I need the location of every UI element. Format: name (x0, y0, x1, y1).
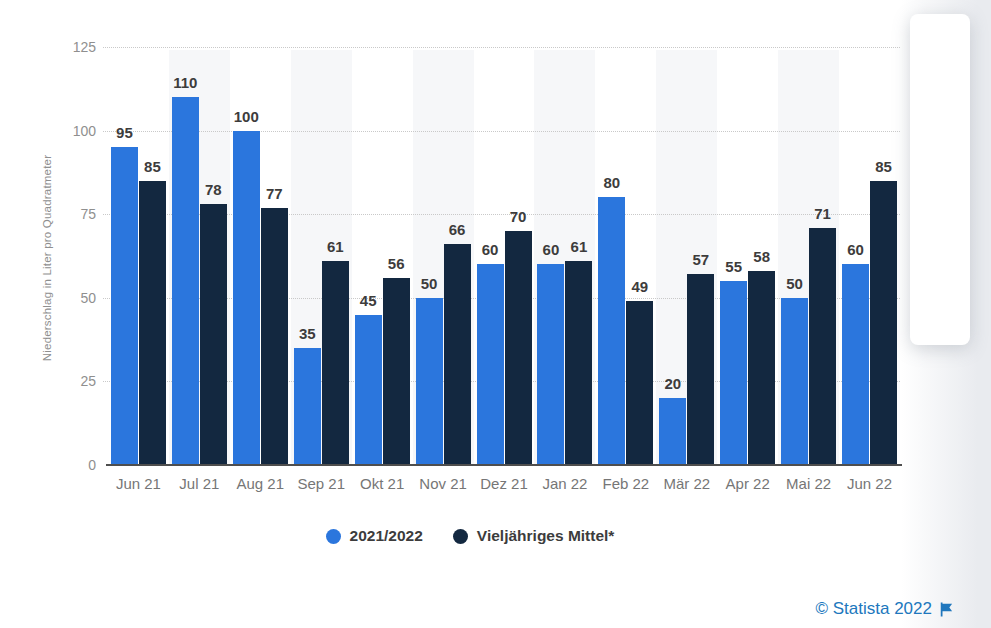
legend-dot-icon (326, 529, 341, 544)
bar-2021/2022-Feb 22[interactable] (598, 197, 625, 465)
x-axis-line (106, 464, 902, 466)
bar-value-label: 49 (616, 278, 664, 295)
statista-copyright[interactable]: © Statista 2022 (816, 599, 954, 619)
bar-2021/2022-Jan 22[interactable] (537, 264, 564, 465)
y-tick-label: 75 (56, 206, 96, 222)
bar-value-label: 80 (588, 174, 636, 191)
bar-Vieljähriges Mittel*-Apr 22[interactable] (748, 271, 775, 465)
gridline-100 (103, 131, 900, 132)
bar-value-label: 100 (222, 108, 270, 125)
bar-value-label: 70 (494, 208, 542, 225)
bar-value-label: 77 (250, 185, 298, 202)
bar-2021/2022-Sep 21[interactable] (294, 348, 321, 465)
chart-page: 0255075100125 95851107810077356145565066… (0, 0, 991, 628)
y-axis-title: Niederschlag in Liter pro Quadratmeter (41, 98, 57, 418)
legend-label: 2021/2022 (350, 527, 423, 545)
y-tick-label: 25 (56, 373, 96, 389)
legend-item-2021-2022[interactable]: 2021/2022 (326, 527, 423, 545)
bar-2021/2022-Jul 21[interactable] (172, 97, 199, 465)
bar-2021/2022-Nov 21[interactable] (416, 298, 443, 465)
bar-2021/2022-Mai 22[interactable] (781, 298, 808, 465)
bar-2021/2022-Jun 21[interactable] (111, 147, 138, 465)
bar-value-label: 58 (738, 248, 786, 265)
bar-Vieljähriges Mittel*-Nov 21[interactable] (444, 244, 471, 465)
bar-Vieljähriges Mittel*-Dez 21[interactable] (505, 231, 532, 465)
bar-value-label: 85 (128, 158, 176, 175)
y-tick-label: 50 (56, 290, 96, 306)
legend: 2021/2022 Vieljähriges Mittel* (0, 527, 940, 545)
bar-2021/2022-Okt 21[interactable] (355, 315, 382, 465)
bar-2021/2022-Jun 22[interactable] (842, 264, 869, 465)
y-tick-label: 100 (56, 123, 96, 139)
statista-flag-icon[interactable] (939, 602, 953, 617)
legend-item-vieljaehriges-mittel[interactable]: Vieljähriges Mittel* (453, 527, 615, 545)
bar-Vieljähriges Mittel*-Jul 21[interactable] (200, 204, 227, 465)
bar-value-label: 110 (161, 74, 209, 91)
bar-2021/2022-Aug 21[interactable] (233, 131, 260, 465)
bar-value-label: 95 (100, 124, 148, 141)
bar-value-label: 85 (860, 158, 908, 175)
bar-2021/2022-Dez 21[interactable] (477, 264, 504, 465)
bar-2021/2022-Apr 22[interactable] (720, 281, 747, 465)
bar-Vieljähriges Mittel*-Mai 22[interactable] (809, 228, 836, 465)
bar-Vieljähriges Mittel*-Jun 22[interactable] (870, 181, 897, 465)
x-axis-label-Jun 22: Jun 22 (833, 475, 907, 492)
bar-Vieljähriges Mittel*-Okt 21[interactable] (383, 278, 410, 465)
copyright-text: © Statista 2022 (816, 599, 933, 619)
bar-Vieljähriges Mittel*-Jun 21[interactable] (139, 181, 166, 465)
legend-dot-icon (453, 529, 468, 544)
bar-value-label: 56 (372, 255, 420, 272)
bar-2021/2022-Mär 22[interactable] (659, 398, 686, 465)
y-tick-label: 0 (56, 457, 96, 473)
bar-Vieljähriges Mittel*-Mär 22[interactable] (687, 274, 714, 465)
legend-label: Vieljähriges Mittel* (477, 527, 615, 545)
bar-value-label: 71 (799, 205, 847, 222)
bar-value-label: 66 (433, 221, 481, 238)
bar-value-label: 61 (311, 238, 359, 255)
bar-Vieljähriges Mittel*-Jan 22[interactable] (565, 261, 592, 465)
bar-value-label: 61 (555, 238, 603, 255)
bar-value-label: 78 (189, 181, 237, 198)
y-tick-label: 125 (56, 39, 96, 55)
gridline-125 (103, 47, 900, 48)
